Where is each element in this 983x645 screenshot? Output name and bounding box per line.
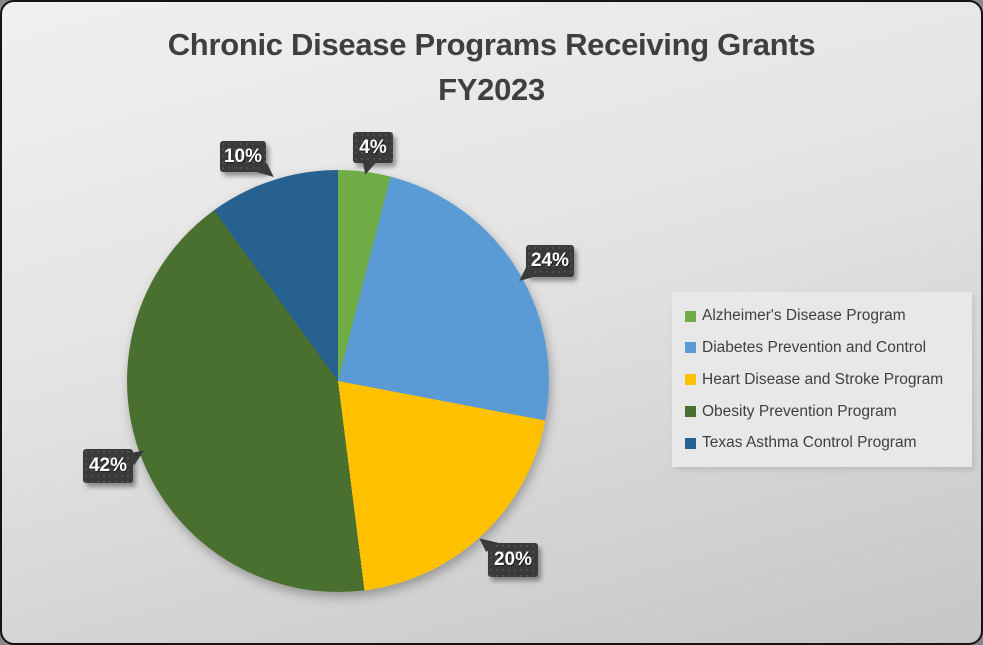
- callout-tail: [361, 161, 376, 176]
- legend-swatch-alzheimers: [685, 310, 696, 322]
- legend-item-diabetes[interactable]: Diabetes Prevention and Control: [685, 340, 972, 356]
- legend-item-obesity[interactable]: Obesity Prevention Program: [685, 402, 972, 420]
- legend-label: Texas Asthma Control Program: [702, 434, 917, 452]
- data-label-alzheimers-text: 4%: [359, 136, 387, 158]
- legend-item-asthma[interactable]: Texas Asthma Control Program: [685, 435, 972, 451]
- data-label-alzheimers: 4%: [353, 132, 393, 176]
- data-label-obesity: 42%: [83, 447, 148, 483]
- legend-swatch-asthma: [685, 437, 696, 449]
- chart-title-line2: FY2023: [438, 72, 545, 107]
- data-label-heart: 20%: [476, 530, 538, 577]
- legend-swatch-obesity: [685, 405, 696, 417]
- data-label-diabetes-text: 24%: [530, 250, 570, 271]
- chart-title: Chronic Disease Programs Receiving Grant…: [2, 22, 981, 112]
- pie-chart[interactable]: [127, 170, 549, 592]
- data-label-obesity-text: 42%: [88, 455, 128, 476]
- legend-label: Alzheimer's Disease Program: [702, 307, 906, 325]
- data-label-heart-text: 20%: [493, 549, 533, 570]
- legend-item-heart[interactable]: Heart Disease and Stroke Program: [685, 372, 972, 388]
- data-label-diabetes: 24%: [516, 245, 574, 288]
- legend-swatch-heart: [685, 374, 696, 385]
- data-label-asthma: 10%: [220, 141, 277, 184]
- chart-legend[interactable]: Alzheimer's Disease Program Diabetes Pre…: [672, 292, 972, 467]
- legend-label: Heart Disease and Stroke Program: [702, 370, 944, 388]
- data-label-asthma-text: 10%: [223, 145, 263, 167]
- legend-label: Diabetes Prevention and Control: [702, 339, 927, 356]
- legend-label: Obesity Prevention Program: [702, 402, 897, 420]
- chart-title-line1: Chronic Disease Programs Receiving Grant…: [167, 27, 816, 62]
- legend-item-alzheimers[interactable]: Alzheimer's Disease Program: [685, 308, 972, 324]
- legend-swatch-diabetes: [685, 342, 696, 354]
